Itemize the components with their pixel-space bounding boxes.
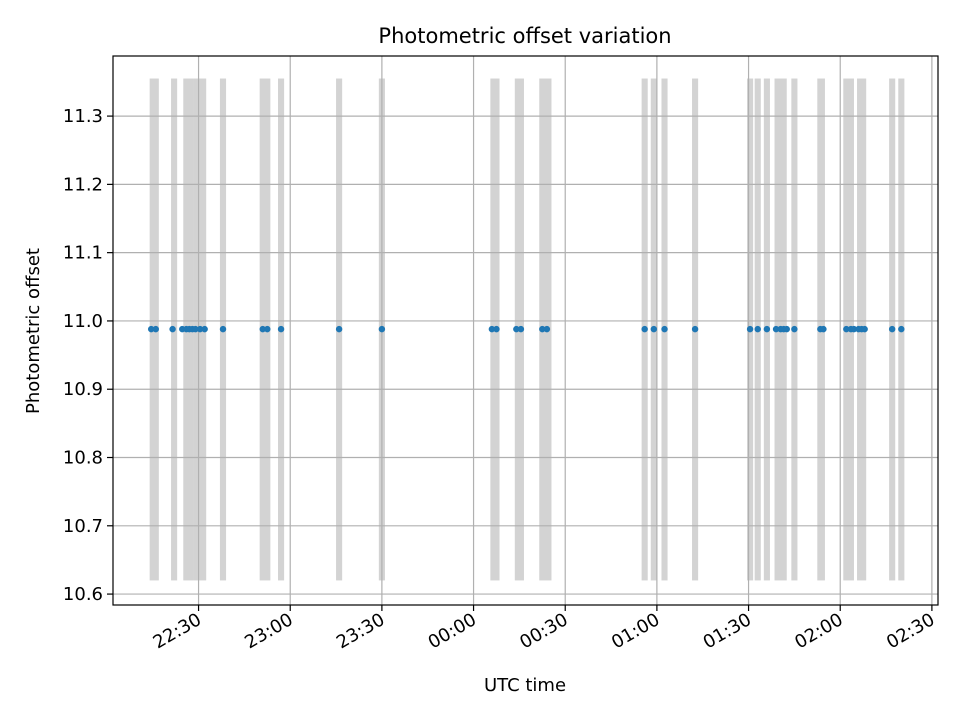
y-tick-label: 10.9 xyxy=(63,379,103,400)
data-point xyxy=(264,325,271,333)
points-layer xyxy=(147,325,905,333)
data-point xyxy=(763,325,771,333)
data-point xyxy=(861,325,868,333)
data-point xyxy=(219,325,227,333)
y-axis-label: Photometric offset xyxy=(23,248,44,414)
y-tick-label: 10.7 xyxy=(63,516,103,537)
data-point xyxy=(850,325,858,333)
data-point xyxy=(335,325,343,333)
data-point xyxy=(791,325,798,333)
data-point xyxy=(488,325,496,333)
data-point xyxy=(691,325,699,333)
data-point xyxy=(169,325,176,333)
data-point xyxy=(152,325,159,333)
data-point xyxy=(147,325,155,333)
y-tick-label: 11.3 xyxy=(63,106,103,127)
x-axis-label: UTC time xyxy=(484,675,566,696)
data-point xyxy=(196,325,204,333)
data-point xyxy=(746,325,754,333)
data-point xyxy=(259,325,266,333)
data-point xyxy=(539,325,546,333)
chart-title: Photometric offset variation xyxy=(378,24,671,48)
data-point xyxy=(661,325,668,333)
y-axis-ticks: 10.6 10.7 10.8 10.9 11.0 11.1 11.2 11.3 xyxy=(63,106,113,605)
data-point xyxy=(772,325,780,333)
data-point xyxy=(543,325,551,333)
data-point xyxy=(820,325,827,333)
data-point xyxy=(783,325,790,333)
data-point xyxy=(201,325,208,333)
y-tick-label: 10.6 xyxy=(63,584,103,605)
grid-layer xyxy=(113,56,938,605)
data-point xyxy=(277,325,285,333)
data-point xyxy=(641,325,648,333)
y-tick-label: 10.8 xyxy=(63,448,103,469)
y-tick-label: 11.2 xyxy=(63,174,103,195)
data-point xyxy=(378,325,386,333)
y-tick-label: 11.0 xyxy=(63,311,103,332)
data-point xyxy=(513,325,520,333)
plot-frame xyxy=(112,55,939,606)
data-point xyxy=(843,325,850,333)
data-point xyxy=(493,325,500,333)
plot-area xyxy=(113,56,938,605)
data-point xyxy=(650,325,658,333)
data-point xyxy=(192,325,199,333)
data-point xyxy=(754,325,761,333)
y-tick-label: 11.1 xyxy=(63,243,103,264)
data-point xyxy=(898,325,905,333)
data-point xyxy=(517,325,525,333)
data-point xyxy=(888,325,896,333)
